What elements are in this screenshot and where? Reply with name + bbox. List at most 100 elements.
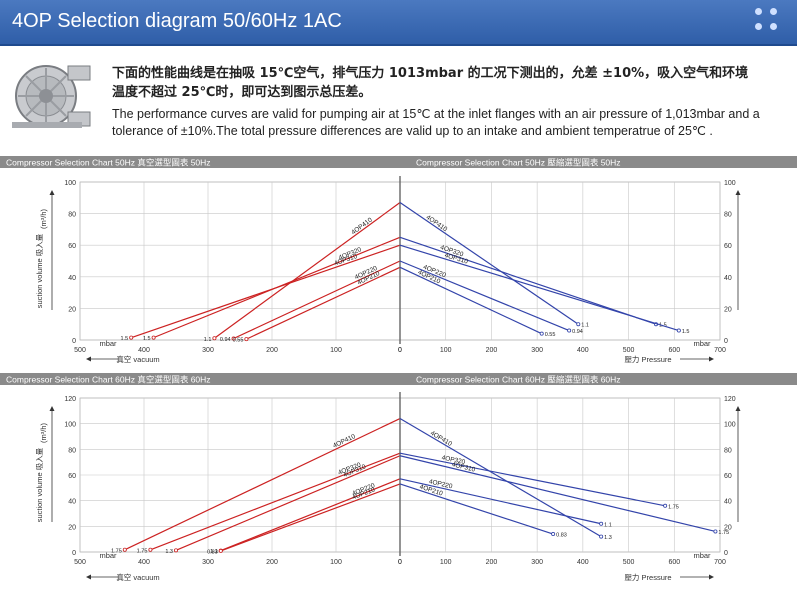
series-name-label: 4OP320: [441, 454, 466, 466]
x-tick-label: 400: [577, 347, 589, 354]
y-tick-label: 60: [68, 473, 76, 480]
y-tick-label: 100: [64, 422, 76, 429]
series-end-marker: [231, 336, 236, 341]
x-tick-label: 100: [440, 347, 452, 354]
series-end-label: 1.75: [137, 548, 148, 554]
y-tick-label: 40: [68, 275, 76, 282]
y-tick-label: 0: [724, 550, 728, 557]
y-tick-label: 0: [72, 338, 76, 345]
series-end-label: 1.1: [604, 522, 612, 528]
series-line-4op210: [246, 266, 401, 340]
x-unit-label: mbar: [693, 339, 711, 348]
series-end-label: 1.5: [682, 329, 690, 335]
series-line-4op320: [399, 452, 666, 507]
y-tick-label: 80: [724, 212, 732, 219]
menu-dots-icon[interactable]: [755, 8, 781, 34]
y-tick-label: 40: [724, 275, 732, 282]
y-axis-arrowhead: [735, 190, 741, 195]
chart-title: Compressor Selection Chart 60Hz 壓縮選型圖表 6…: [416, 375, 621, 385]
series-end-label: 1.3: [165, 549, 173, 555]
x-tick-label: 300: [202, 347, 214, 354]
y-tick-label: 80: [68, 212, 76, 219]
series-end-marker: [151, 335, 156, 340]
y-tick-label: 60: [68, 243, 76, 250]
y-tick-label: 120: [64, 396, 76, 403]
series-end-marker: [713, 529, 718, 534]
series-line-4op220: [399, 260, 570, 332]
x-tick-label: 200: [266, 559, 278, 566]
y-tick-label: 20: [724, 524, 732, 531]
plot-area: [79, 181, 401, 341]
series-end-label: 0.83: [556, 533, 567, 539]
chart-title: Compressor Selection Chart 50Hz 真空選型圖表 5…: [6, 158, 211, 168]
series-end-marker: [599, 534, 604, 539]
series-end-marker: [218, 548, 223, 553]
x-tick-label: 200: [486, 347, 498, 354]
plot-area: [399, 181, 721, 341]
series-end-label: 0.55: [545, 332, 556, 338]
series-end-marker: [576, 322, 581, 327]
x-tick-label: 300: [202, 559, 214, 566]
x-tick-label: 400: [577, 559, 589, 566]
y-tick-label: 0: [72, 550, 76, 557]
x-tick-label: 500: [74, 559, 86, 566]
x-axis-arrowhead: [709, 574, 714, 580]
y-axis-label: suction volume 吸入量: [35, 447, 44, 522]
series-end-marker: [663, 503, 668, 508]
y-tick-label: 40: [724, 499, 732, 506]
series-line-4op210: [399, 266, 542, 335]
chart-title: Compressor Selection Chart 50Hz 壓縮選型圖表 5…: [416, 158, 621, 168]
chart-title: Compressor Selection Chart 60Hz 真空選型圖表 6…: [6, 375, 211, 385]
series-end-label: 1.75: [718, 530, 729, 536]
y-tick-label: 20: [724, 306, 732, 313]
y-axis-arrowhead: [735, 406, 741, 411]
y-tick-label: 80: [68, 447, 76, 454]
page-title: 4OP Selection diagram 50/60Hz 1AC: [12, 10, 342, 32]
series-end-label: 1.3: [604, 535, 612, 541]
x-tick-label: 500: [623, 559, 635, 566]
x-tick-label: 300: [531, 347, 543, 354]
series-line-4op320: [150, 452, 401, 551]
x-unit-label: mbar: [693, 551, 711, 560]
series-end-label: 1.5: [121, 336, 129, 342]
x-tick-label: 200: [266, 347, 278, 354]
y-tick-label: 60: [724, 243, 732, 250]
y-tick-label: 80: [724, 447, 732, 454]
series-end-label: 0.55: [233, 338, 244, 344]
x-tick-label: 700: [714, 347, 726, 354]
x-tick-label: 400: [138, 347, 150, 354]
series-line-4op220: [233, 260, 401, 340]
series-end-marker: [676, 328, 681, 333]
y-axis-unit: (m³/h): [39, 423, 48, 443]
series-end-marker: [212, 336, 217, 341]
series-end-label: 1.1: [210, 549, 218, 555]
series-end-label: 0.94: [572, 329, 583, 335]
y-tick-label: 100: [724, 422, 736, 429]
y-tick-label: 20: [68, 524, 76, 531]
series-line-4op310: [399, 244, 680, 332]
x-axis-label: 壓力 Pressure: [624, 354, 671, 364]
series-end-label: 1.1: [204, 337, 212, 343]
series-line-4op410: [399, 418, 602, 538]
series-end-label: 0.83: [207, 549, 218, 555]
series-line-4op410: [214, 202, 401, 339]
x-tick-label: 500: [623, 347, 635, 354]
series-end-marker: [148, 547, 153, 552]
y-axis-label-group: suction volume 吸入量 (m³/h): [35, 423, 48, 523]
series-line-4op410: [399, 202, 579, 325]
chart-title-band: [0, 156, 797, 168]
x-axis-label: 真空 vacuum: [116, 572, 159, 582]
y-axis-label: suction volume 吸入量: [35, 233, 44, 308]
series-line-4op210: [220, 483, 401, 552]
intro-chinese: 下面的性能曲线是在抽吸 15℃空气，排气压力 1013mbar 的工况下测出的，…: [112, 66, 749, 100]
series-end-label: 1.75: [111, 548, 122, 554]
x-tick-label: 100: [330, 347, 342, 354]
series-line-4op410: [124, 417, 401, 551]
x-unit-label: mbar: [99, 339, 117, 348]
series-line-4op320: [399, 236, 657, 325]
x-tick-label: 0: [398, 559, 402, 566]
y-tick-label: 60: [724, 473, 732, 480]
series-end-label: 0.94: [220, 337, 231, 343]
series-end-marker: [122, 547, 127, 552]
x-tick-label: 500: [74, 347, 86, 354]
